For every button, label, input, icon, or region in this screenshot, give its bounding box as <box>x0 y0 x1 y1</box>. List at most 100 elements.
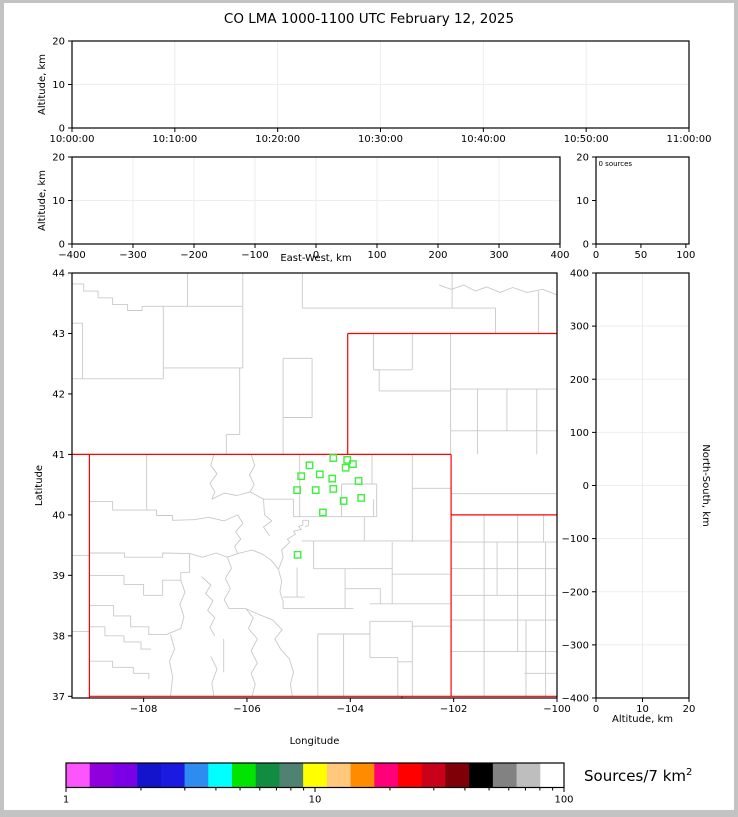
figure-canvas <box>4 3 734 810</box>
x-tick-label: 50 <box>635 250 648 261</box>
county-boundary <box>166 580 186 636</box>
colorbar-unit-superscript: 2 <box>686 767 693 778</box>
lma-station-marker <box>297 472 306 481</box>
y-tick-label: 0 <box>59 124 65 135</box>
lma-station-markers <box>293 454 366 559</box>
county-boundary <box>223 557 246 610</box>
figure-title: CO LMA 1000-1100 UTC February 12, 2025 <box>223 11 515 27</box>
colorbar: 1 10 100 <box>63 762 574 806</box>
x-tick-label: 0 <box>593 704 599 715</box>
colorbar-tick-label: 100 <box>554 795 573 806</box>
y-tick-label: 10 <box>52 196 65 207</box>
y-tick-label: 0 <box>583 240 589 251</box>
y-tick-label: 20 <box>52 153 65 164</box>
map-content <box>72 273 557 698</box>
colorbar-cell <box>184 763 209 788</box>
panel-time-height: 10:00:00 10:10:00 10:20:00 10:30:00 10:40:00… <box>37 37 711 146</box>
county-boundary <box>249 491 273 537</box>
county-boundary <box>210 656 218 697</box>
county-boundary <box>193 514 238 522</box>
county-boundary <box>89 605 167 636</box>
panel-ew-height: −400 −300 −200 −100 0 100 200 300 400 0 10 20 Altitu… <box>37 153 570 265</box>
y-tick-label: 20 <box>52 37 65 48</box>
lma-station-marker <box>348 460 357 468</box>
y-tick-label: 0 <box>583 481 589 492</box>
y-tick-label: 38 <box>52 631 65 642</box>
colorbar-cell <box>326 763 352 788</box>
colorbar-cell <box>66 763 91 788</box>
colorbar-cell <box>540 763 565 788</box>
lma-station-marker <box>357 494 366 502</box>
county-boundary <box>278 519 309 570</box>
county-boundary <box>249 454 256 493</box>
colorbar-cell <box>279 763 304 788</box>
colorbar-cell <box>255 763 281 788</box>
y-tick-label: 44 <box>52 269 65 280</box>
y-tick-label: −200 <box>562 587 589 598</box>
y-tick-label: 42 <box>52 389 65 400</box>
county-boundary <box>439 284 557 296</box>
x-tick-label: 10:40:00 <box>461 134 506 145</box>
lma-station-marker <box>311 486 320 494</box>
colorbar-cell <box>113 763 138 788</box>
y-tick-label: 0 <box>59 240 65 251</box>
y-tick-label: −300 <box>562 640 589 651</box>
x-tick-label: −400 <box>58 250 85 261</box>
y-tick-label: 10 <box>576 196 589 207</box>
colorbar-cell <box>492 763 518 788</box>
x-tick-label: 200 <box>428 250 447 261</box>
county-boundary <box>169 634 176 697</box>
y-axis-label: Altitude, km <box>37 54 48 115</box>
county-boundary <box>72 283 243 311</box>
x-tick-label: 10 <box>636 704 649 715</box>
lma-station-marker <box>293 486 301 494</box>
lma-station-marker <box>319 508 327 517</box>
lma-station-marker <box>343 455 352 464</box>
x-tick-label: −300 <box>119 250 146 261</box>
county-boundary <box>89 552 190 558</box>
axes-spine <box>71 272 558 699</box>
x-tick-label: 10:30:00 <box>358 134 403 145</box>
colorbar-unit-label: Sources/7 km2 <box>584 767 692 785</box>
county-boundary <box>234 514 244 554</box>
colorbar-cell <box>160 763 186 788</box>
colorbar-cell <box>469 763 494 788</box>
colorbar-cell <box>398 763 423 788</box>
county-boundary <box>211 491 251 500</box>
colorbar-unit-text: Sources/7 km <box>584 767 686 785</box>
county-lines <box>72 273 557 697</box>
colorbar-cell <box>137 763 162 788</box>
y-axis-label-right: North-South, km <box>700 444 711 527</box>
y-tick-label: 100 <box>570 428 589 439</box>
x-tick-label: −100 <box>543 704 570 715</box>
colorbar-tick-label: 10 <box>309 795 322 806</box>
colorbar-cell <box>232 763 257 788</box>
x-tick-label: 20 <box>683 704 696 715</box>
y-tick-label: 10 <box>52 80 65 91</box>
x-tick-label: 11:00:00 <box>667 134 712 145</box>
lma-station-marker <box>354 477 363 485</box>
lma-station-marker <box>329 484 338 493</box>
county-boundary <box>245 608 258 697</box>
x-tick-label: −100 <box>241 250 268 261</box>
panel-plan-map: −108 −106 −104 −102 −100 37 38 39 40 41 42 43 44 Lati… <box>34 269 571 748</box>
y-tick-label: 41 <box>52 450 65 461</box>
y-tick-label: −100 <box>562 534 589 545</box>
y-tick-label: 300 <box>570 322 589 333</box>
county-boundary <box>89 660 150 680</box>
lma-station-marker <box>329 454 338 462</box>
x-tick-label: 10:50:00 <box>564 134 609 145</box>
colorbar-tick-label: 1 <box>63 795 69 806</box>
x-tick-label: −108 <box>130 704 157 715</box>
county-boundary <box>72 322 84 379</box>
x-tick-label: 0 <box>593 250 599 261</box>
y-tick-label: 37 <box>52 692 65 703</box>
lma-station-marker <box>305 461 314 470</box>
y-tick-label: 400 <box>570 269 589 280</box>
state-lines <box>72 332 557 698</box>
county-boundary <box>272 619 290 660</box>
colorbar-cell <box>350 763 375 788</box>
colorbar-cell <box>421 763 447 788</box>
